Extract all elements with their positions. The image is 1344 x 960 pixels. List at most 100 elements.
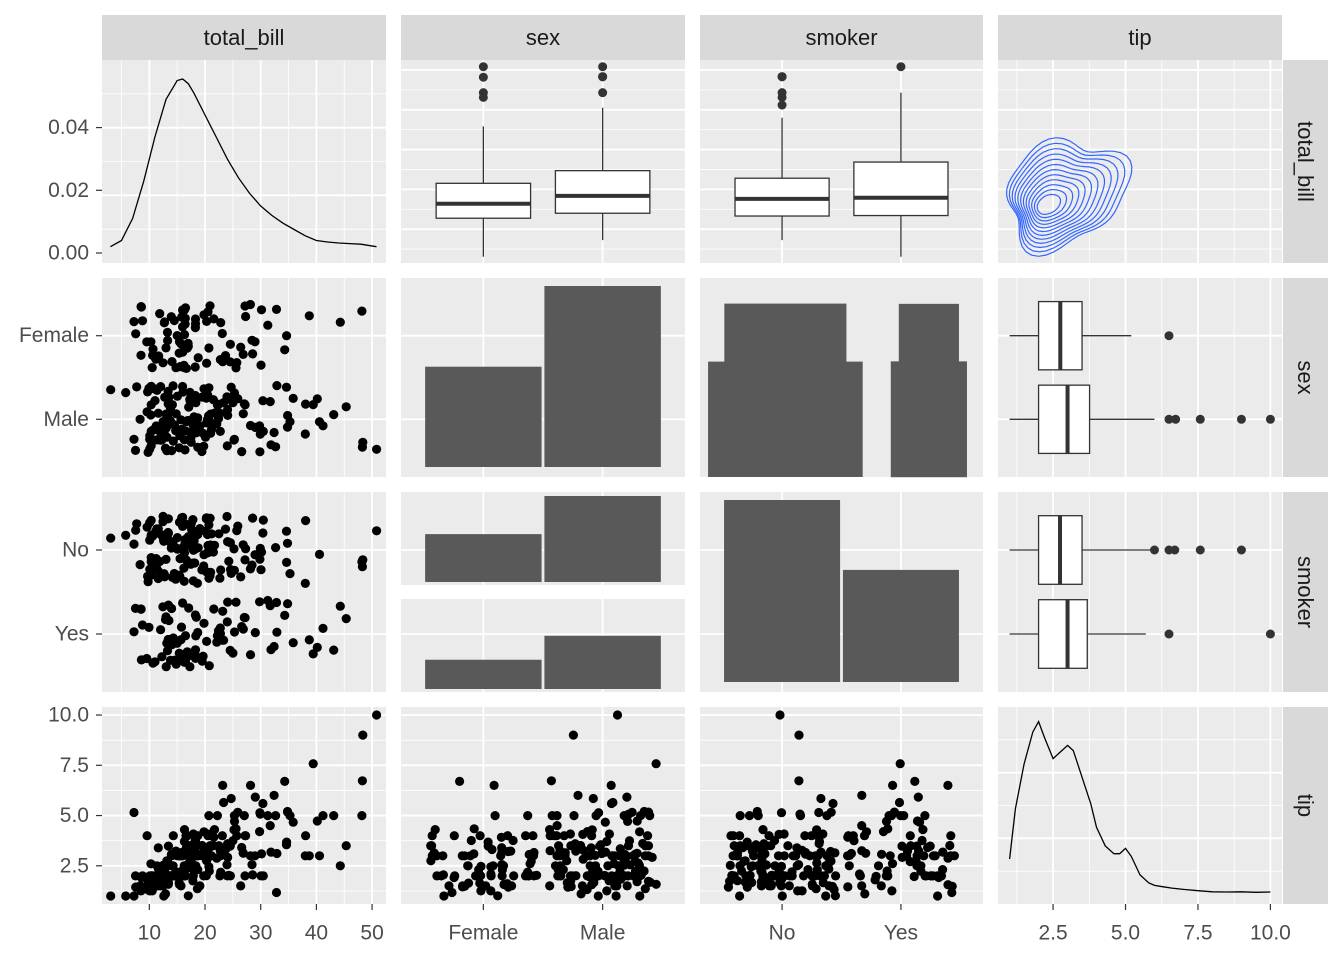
data-point — [179, 576, 189, 586]
data-point — [608, 797, 618, 808]
data-point — [643, 831, 653, 841]
panel-tip-total_bill — [102, 707, 386, 904]
box-outlier — [1164, 414, 1174, 424]
data-point — [304, 311, 314, 321]
data-point — [175, 870, 185, 881]
data-point — [258, 426, 268, 436]
data-point — [266, 440, 276, 450]
data-point — [770, 871, 780, 881]
data-point — [816, 793, 826, 804]
data-point — [271, 887, 282, 898]
data-point — [216, 318, 226, 328]
data-point — [651, 879, 661, 889]
data-point — [135, 560, 145, 570]
data-point — [238, 349, 248, 359]
x-tick-label: 5.0 — [1111, 922, 1140, 945]
data-point — [764, 831, 774, 841]
data-point — [783, 841, 793, 851]
x-tick-label: Female — [448, 922, 518, 945]
data-point — [204, 811, 214, 821]
data-point — [256, 305, 267, 315]
data-point — [175, 362, 185, 372]
data-point — [894, 797, 905, 808]
data-point — [129, 807, 139, 818]
data-point — [555, 851, 565, 861]
data-point — [182, 647, 192, 657]
data-point — [729, 871, 739, 881]
data-point — [148, 530, 158, 540]
data-point — [159, 536, 169, 546]
box-outlier — [598, 72, 608, 82]
data-point — [943, 853, 953, 863]
x-tick-label: No — [769, 922, 796, 945]
data-point — [793, 886, 803, 896]
data-point — [106, 891, 116, 901]
data-point — [218, 357, 228, 367]
data-point — [288, 638, 298, 648]
data-point — [873, 861, 884, 871]
data-point — [622, 881, 632, 891]
data-point — [255, 554, 265, 564]
data-point — [357, 306, 367, 316]
contour-line — [1030, 184, 1074, 222]
data-point — [604, 829, 615, 839]
data-point — [763, 876, 773, 886]
data-point — [190, 392, 200, 402]
box-body — [1037, 384, 1091, 455]
data-point — [219, 797, 229, 808]
strip-row — [1283, 278, 1328, 477]
data-point — [271, 811, 281, 821]
data-point — [573, 841, 583, 851]
data-point — [144, 622, 154, 633]
data-point — [283, 410, 293, 421]
data-point — [775, 710, 785, 720]
data-point — [209, 314, 219, 324]
data-point — [427, 851, 437, 861]
data-point — [148, 350, 158, 360]
data-point — [167, 357, 177, 367]
panel-total_bill-smoker — [700, 60, 983, 263]
data-point — [180, 319, 190, 329]
data-point — [742, 837, 752, 847]
data-point — [176, 635, 186, 645]
data-point — [136, 302, 146, 312]
data-point — [223, 852, 233, 863]
strip-row — [1283, 492, 1328, 692]
data-point — [640, 884, 650, 894]
data-point — [149, 383, 159, 394]
data-point — [157, 652, 167, 662]
data-point — [136, 350, 146, 360]
data-point — [545, 831, 555, 841]
data-point — [202, 358, 212, 368]
data-point — [640, 841, 651, 851]
data-point — [129, 434, 139, 444]
data-point — [602, 886, 612, 896]
data-point — [489, 780, 499, 791]
data-point — [915, 817, 925, 827]
data-point — [285, 569, 295, 579]
box-outlier — [1265, 414, 1275, 424]
data-point — [184, 603, 194, 613]
data-point — [160, 614, 171, 625]
box-outlier — [1164, 331, 1174, 341]
data-point — [488, 861, 498, 871]
data-point — [897, 841, 907, 851]
data-point — [620, 853, 631, 863]
data-point — [256, 565, 266, 575]
data-point — [132, 382, 142, 392]
data-point — [739, 856, 749, 867]
data-point — [810, 851, 821, 861]
data-point — [121, 388, 131, 398]
data-point — [160, 317, 170, 327]
data-point — [241, 311, 251, 322]
data-point — [226, 568, 236, 579]
data-point — [143, 577, 153, 587]
data-point — [212, 811, 222, 821]
data-point — [205, 571, 215, 581]
data-point — [176, 339, 186, 349]
data-point — [236, 572, 246, 582]
data-point — [490, 811, 500, 821]
box-outlier — [478, 62, 488, 72]
data-point — [528, 831, 538, 841]
data-point — [238, 409, 248, 419]
